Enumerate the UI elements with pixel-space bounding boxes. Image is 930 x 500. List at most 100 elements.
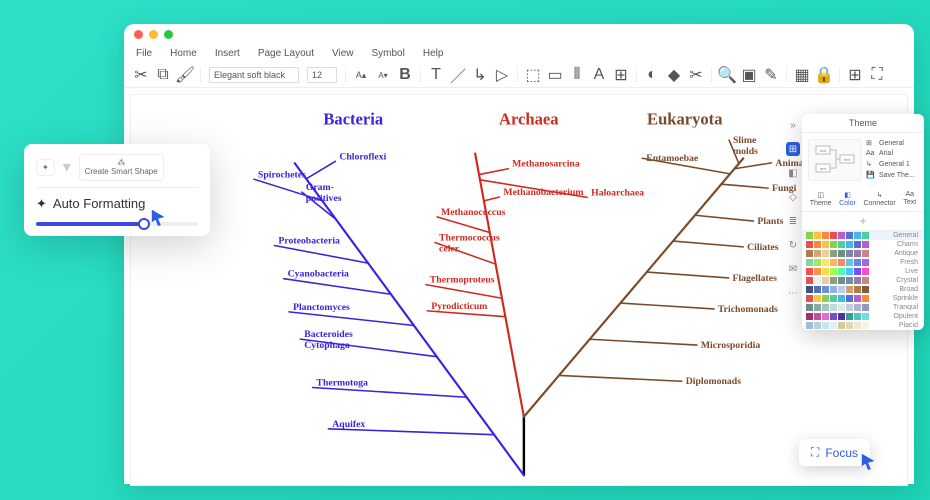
menu-home[interactable]: Home <box>170 48 197 59</box>
palette-row[interactable]: Charm <box>802 240 924 249</box>
svg-text:text: text <box>844 157 851 162</box>
menu-file[interactable]: File <box>136 48 152 59</box>
sidebar-style-icon[interactable]: ◧ <box>786 166 800 180</box>
copy-icon[interactable]: ⧉ <box>156 68 170 82</box>
palette-row[interactable]: Antique <box>802 249 924 258</box>
palette-row[interactable]: Crystal <box>802 276 924 285</box>
smart-shape-icon: ⁂ <box>117 158 125 167</box>
svg-text:Bacteria: Bacteria <box>323 109 383 128</box>
paint-icon[interactable]: 🖌 <box>178 68 192 82</box>
fill2-icon[interactable]: ◆ <box>667 68 681 82</box>
text-icon[interactable]: A <box>592 68 606 82</box>
line-tool-icon[interactable]: ／ <box>451 68 465 82</box>
svg-text:Diplomonads: Diplomonads <box>686 376 741 387</box>
create-smart-shape-label: Create Smart Shape <box>85 168 158 177</box>
svg-text:Gram-positives: Gram-positives <box>306 182 342 204</box>
theme-add-button[interactable]: + <box>802 212 924 231</box>
shape-icon[interactable]: ▭ <box>548 68 562 82</box>
svg-text:Flagellates: Flagellates <box>733 273 778 284</box>
pointer-tool-icon[interactable]: ▷ <box>495 68 509 82</box>
menu-insert[interactable]: Insert <box>215 48 240 59</box>
cursor-icon <box>150 208 168 226</box>
svg-text:Proteobacteria: Proteobacteria <box>278 236 340 247</box>
menu-help[interactable]: Help <box>423 48 444 59</box>
theme-opt[interactable]: 💾Save The... <box>866 171 918 179</box>
theme-tab-text[interactable]: AaText <box>901 189 918 209</box>
theme-opt[interactable]: AaArial <box>866 150 918 157</box>
palette-row[interactable]: Fresh <box>802 258 924 267</box>
theme-opt[interactable]: ⊞General <box>866 139 918 147</box>
search-icon[interactable]: 🔍 <box>720 68 734 82</box>
font-size-select[interactable] <box>307 67 337 83</box>
theme-opt[interactable]: ↳General 1 <box>866 160 918 168</box>
sidebar-theme-icon[interactable]: ⊞ <box>786 142 800 156</box>
menu-page-layout[interactable]: Page Layout <box>258 48 314 59</box>
palette-row[interactable]: Live <box>802 267 924 276</box>
auto-formatting-popup: ✦ ▾ ⁂ Create Smart Shape ✦ Auto Formatti… <box>24 144 210 236</box>
focus-icon: ⛶ <box>811 445 819 460</box>
lock-icon[interactable]: 🔒 <box>817 68 831 82</box>
palette-row[interactable]: Opulent <box>802 312 924 321</box>
create-smart-shape-button[interactable]: ⁂ Create Smart Shape <box>79 154 164 181</box>
expand-icon[interactable]: ⛶ <box>870 68 884 82</box>
auto-formatting-row[interactable]: ✦ Auto Formatting <box>36 196 198 212</box>
image-icon[interactable]: ▣ <box>742 68 756 82</box>
spark-button[interactable]: ✦ <box>36 159 55 176</box>
svg-text:Entamoebae: Entamoebae <box>646 153 699 164</box>
menubar: File Home Insert Page Layout View Symbol Help <box>124 44 914 63</box>
group-icon[interactable]: ⊞ <box>614 68 628 82</box>
svg-text:Plants: Plants <box>757 216 783 227</box>
bold-icon[interactable]: B <box>398 68 412 82</box>
grid-icon[interactable]: ⊞ <box>848 68 862 82</box>
svg-text:Trichomonads: Trichomonads <box>718 304 778 315</box>
svg-text:text: text <box>820 166 827 171</box>
palette-row[interactable]: Placid <box>802 321 924 330</box>
close-dot[interactable] <box>134 30 143 39</box>
theme-tab-color[interactable]: ◧Color <box>837 189 858 209</box>
cut-icon[interactable]: ✂ <box>134 68 148 82</box>
svg-text:Thermococcusceler: Thermococcusceler <box>439 233 500 255</box>
connector-tool-icon[interactable]: ↳ <box>473 68 487 82</box>
palette-list: GeneralCharmAntiqueFreshLiveCrystalBroad… <box>802 231 924 330</box>
svg-text:Methanosarcina: Methanosarcina <box>512 159 580 170</box>
pen-icon[interactable]: ✎ <box>764 68 778 82</box>
auto-formatting-slider[interactable] <box>36 222 198 226</box>
theme-options-list: ⊞General AaArial ↳General 1 💾Save The... <box>866 139 918 181</box>
font-decrease-icon[interactable]: A▾ <box>376 68 390 82</box>
crop-icon[interactable]: ✂ <box>689 68 703 82</box>
cursor-icon <box>860 452 878 470</box>
svg-text:Ciliates: Ciliates <box>747 242 779 253</box>
minimize-dot[interactable] <box>149 30 158 39</box>
align-icon[interactable]: ⫴ <box>570 68 584 82</box>
theme-tab-connector[interactable]: ↳Connector <box>861 189 897 209</box>
fill-color-icon[interactable]: ◐ <box>645 68 659 82</box>
menu-symbol[interactable]: Symbol <box>372 48 405 59</box>
palette-row[interactable]: Sprinkle <box>802 294 924 303</box>
sidebar-shape-icon[interactable]: ◇ <box>786 190 800 204</box>
text-tool-icon[interactable]: T <box>429 68 443 82</box>
table-icon[interactable]: ▦ <box>795 68 809 82</box>
focus-label: Focus <box>825 446 858 460</box>
svg-text:Planctomyces: Planctomyces <box>293 302 350 313</box>
palette-row[interactable]: General <box>802 231 924 240</box>
theme-thumbnail[interactable]: text text text <box>808 139 862 181</box>
sidebar-comment-icon[interactable]: ✉ <box>786 262 800 276</box>
layer-icon[interactable]: ⬚ <box>526 68 540 82</box>
palette-row[interactable]: Tranquil <box>802 303 924 312</box>
auto-formatting-label: Auto Formatting <box>53 196 146 211</box>
sidebar-more-icon[interactable]: ⋯ <box>786 286 800 300</box>
svg-text:Eukaryota: Eukaryota <box>647 109 723 128</box>
theme-panel: Theme text text text ⊞General AaArial ↳Gen… <box>802 114 924 330</box>
sidebar-history-icon[interactable]: ↻ <box>786 238 800 252</box>
theme-panel-title: Theme <box>802 114 924 133</box>
svg-text:Chloroflexi: Chloroflexi <box>339 151 386 162</box>
font-family-select[interactable] <box>209 67 299 83</box>
menu-view[interactable]: View <box>332 48 354 59</box>
theme-tab-theme[interactable]: ◫Theme <box>808 189 834 209</box>
font-increase-icon[interactable]: A▴ <box>354 68 368 82</box>
palette-row[interactable]: Broad <box>802 285 924 294</box>
maximize-dot[interactable] <box>164 30 173 39</box>
sidebar-expand-icon[interactable]: » <box>786 118 800 132</box>
auto-formatting-icon: ✦ <box>36 196 47 212</box>
sidebar-layer-icon[interactable]: ≣ <box>786 214 800 228</box>
